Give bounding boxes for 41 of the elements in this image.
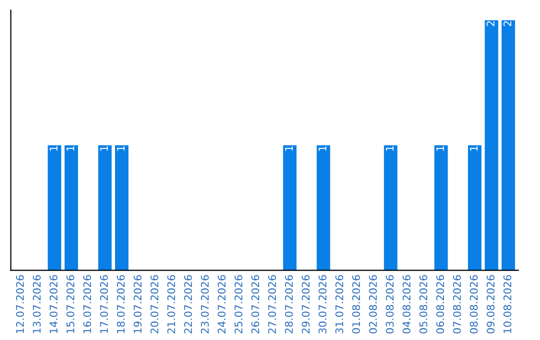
x-tick-label: 10.08.2026 [503, 275, 512, 333]
x-tick-label: 08.08.2026 [470, 275, 478, 334]
x-tick-label: 14.07.2026 [50, 275, 58, 333]
x-tick-label: 16.07.2026 [83, 275, 92, 333]
x-tick-label: 31.07.2026 [335, 275, 344, 334]
x-tick-label: 29.07.2026 [302, 275, 310, 334]
x-tick-label: 12.07.2026 [16, 275, 24, 333]
data-label: 1 [50, 146, 58, 151]
x-tick-label: 22.07.2026 [184, 275, 192, 334]
x-tick-label: 24.07.2026 [218, 275, 226, 334]
x-tick-label: 17.07.2026 [100, 275, 108, 333]
x-tick-label: 05.08.2026 [419, 275, 428, 334]
x-tick-label: 20.07.2026 [150, 275, 158, 334]
x-tick-label: 13.07.2026 [32, 275, 41, 333]
data-label: 1 [386, 146, 394, 151]
data-label: 1 [100, 146, 108, 151]
x-tick-label: 21.07.2026 [167, 275, 176, 334]
x-tick-label: 01.08.2026 [352, 275, 360, 334]
data-label: 2 [486, 21, 494, 26]
x-tick-label: 06.08.2026 [436, 275, 444, 334]
x-tick-label: 30.07.2026 [318, 275, 326, 334]
x-tick-label: 18.07.2026 [116, 275, 125, 333]
x-tick-label: 26.07.2026 [251, 275, 260, 334]
x-tick-label: 07.08.2026 [453, 275, 461, 334]
x-tick-label: 19.07.2026 [134, 275, 142, 333]
x-tick-label: 27.07.2026 [268, 275, 276, 334]
x-tick-label: 15.07.2026 [66, 275, 74, 333]
data-label: 1 [285, 146, 293, 151]
x-tick-label: 23.07.2026 [200, 275, 209, 334]
data-label: 1 [66, 146, 74, 151]
x-tick-label: 25.07.2026 [234, 275, 242, 334]
x-tick-label: 04.08.2026 [402, 275, 410, 334]
data-label: 1 [436, 146, 444, 151]
x-tick-label: 02.08.2026 [368, 275, 377, 334]
data-label: 2 [503, 21, 512, 26]
x-tick-label: 28.07.2026 [284, 275, 293, 334]
x-tick-label: 09.08.2026 [486, 275, 495, 334]
x-tick-label: 03.08.2026 [386, 275, 394, 334]
data-label: 1 [117, 146, 125, 151]
data-label: 1 [470, 146, 478, 151]
data-label: 1 [318, 146, 326, 151]
